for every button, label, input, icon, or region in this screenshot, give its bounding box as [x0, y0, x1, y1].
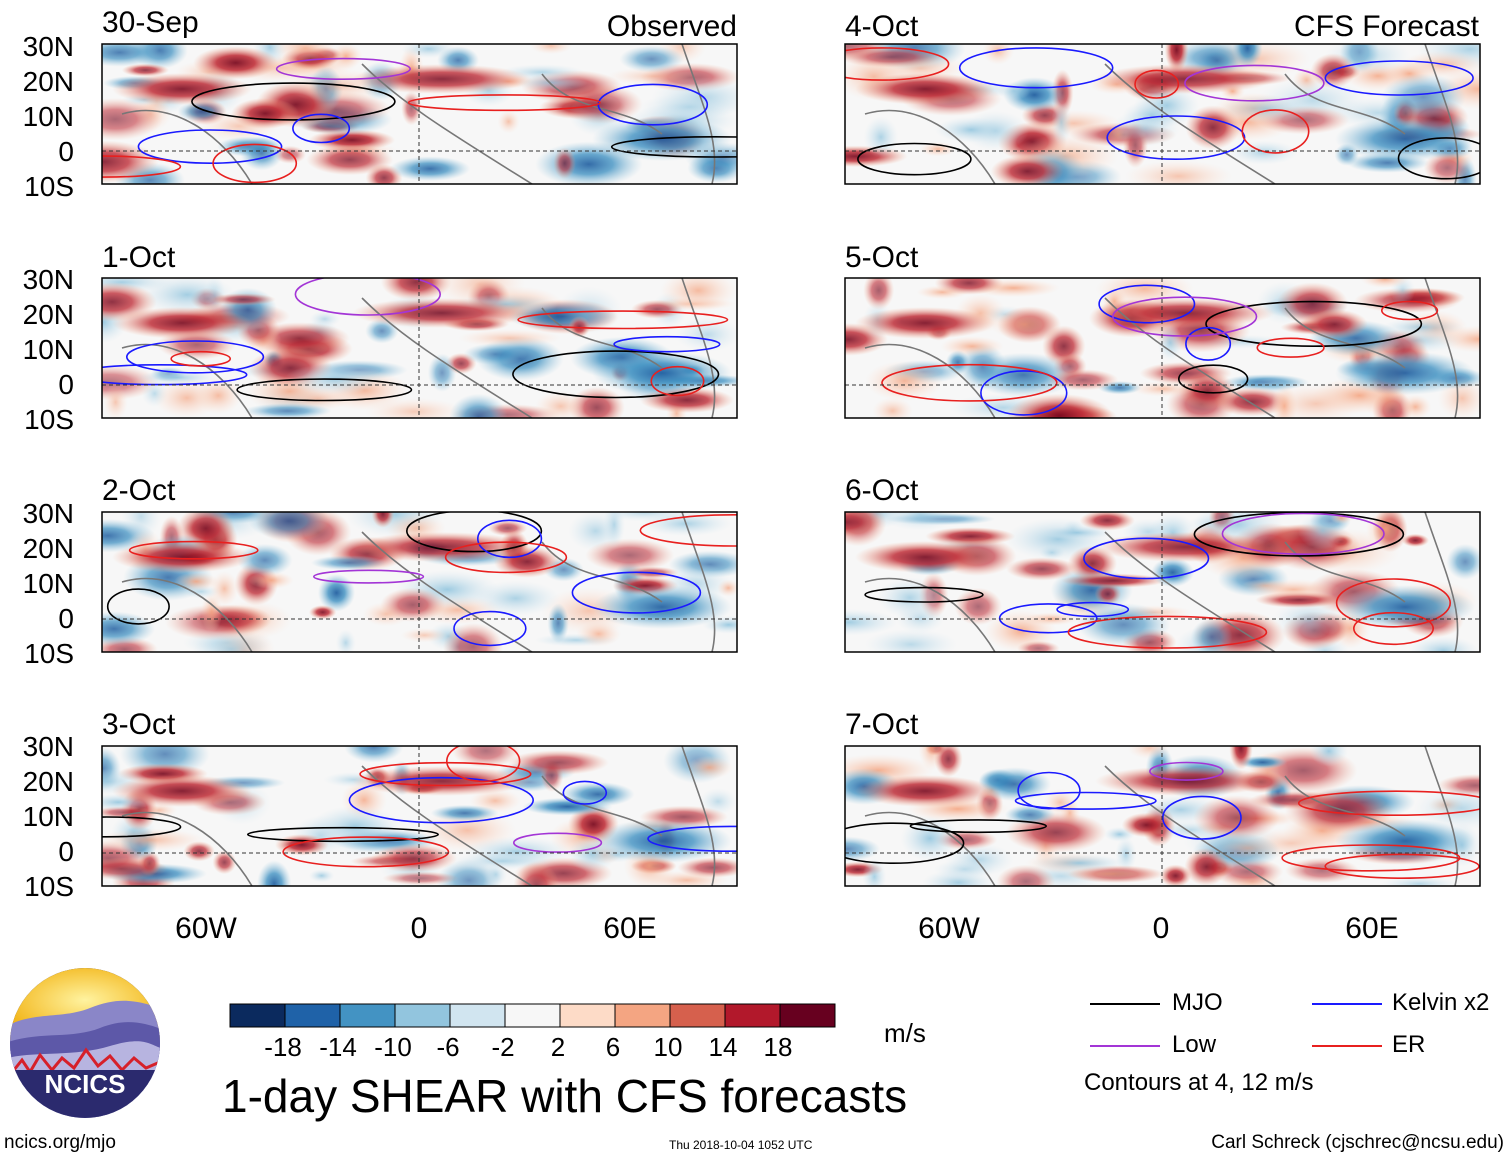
xlabel-60w-right: 60W: [918, 912, 980, 945]
footer-timestamp: Thu 2018-10-04 1052 UTC: [669, 1138, 813, 1152]
panel-label-cfs-forecast: CFS Forecast: [1293, 10, 1479, 43]
ylabel-0: 0: [58, 603, 74, 634]
colorbar-label: -14: [319, 1032, 357, 1062]
ylabel-10s: 10S: [24, 171, 74, 202]
footer-url[interactable]: ncics.org/mjo: [4, 1132, 116, 1153]
ylabel-10n: 10N: [22, 801, 74, 832]
map-panel-8: [844, 745, 1481, 887]
legend-label-low: Low: [1172, 1031, 1217, 1058]
colorbar-swatch: [669, 1003, 726, 1028]
colorbar-swatch: [559, 1003, 616, 1028]
panel-label-observed: Observed: [606, 10, 737, 43]
colorbar-swatch: [394, 1003, 451, 1028]
ylabel-30n: 30N: [22, 264, 74, 295]
panel-date-1: 30-Sep: [102, 6, 199, 39]
footer-author: Carl Schreck (cjschrec@ncsu.edu): [1211, 1132, 1504, 1153]
ylabel-0: 0: [58, 369, 74, 400]
xlabel-60w-left: 60W: [175, 912, 237, 945]
colorbar-unit: m/s: [884, 1018, 926, 1048]
xlabel-60e-right: 60E: [1345, 912, 1399, 945]
colorbar-swatch: [284, 1003, 341, 1028]
panel-date-3: 2-Oct: [102, 474, 176, 507]
colorbar-swatch: [614, 1003, 671, 1028]
colorbar-label: 2: [550, 1032, 566, 1062]
legend-label-kelvin: Kelvin x2: [1392, 989, 1490, 1016]
colorbar-label: -18: [264, 1032, 302, 1062]
ylabel-10n: 10N: [22, 334, 74, 365]
colorbar-label: -2: [491, 1032, 515, 1062]
colorbar-swatch: [229, 1003, 286, 1028]
colorbar-swatch: [504, 1003, 561, 1028]
panel-date-4: 3-Oct: [102, 708, 176, 741]
ylabel-20n: 20N: [22, 533, 74, 564]
ncics-logo: NCICS: [10, 968, 160, 1118]
ylabel-0: 0: [58, 836, 74, 867]
map-panel-5: [844, 43, 1481, 185]
panel-date-5: 4-Oct: [845, 10, 919, 43]
colorbar-label: 18: [763, 1032, 793, 1062]
panel-date-6: 5-Oct: [845, 241, 919, 274]
ylabel-30n: 30N: [22, 498, 74, 529]
legend-label-er: ER: [1392, 1031, 1426, 1058]
xlabel-0-right: 0: [1152, 912, 1170, 945]
panel-date-2: 1-Oct: [102, 241, 176, 274]
legend-note: Contours at 4, 12 m/s: [1084, 1069, 1314, 1096]
map-panel-2: [101, 277, 738, 419]
ylabel-0: 0: [58, 136, 74, 167]
map-panel-3: [101, 511, 738, 653]
colorbar-label: -10: [374, 1032, 412, 1062]
colorbar-swatch: [724, 1003, 781, 1028]
ylabel-30n: 30N: [22, 31, 74, 62]
map-panel-1: [101, 43, 738, 185]
panel-date-7: 6-Oct: [845, 474, 919, 507]
ylabel-20n: 20N: [22, 66, 74, 97]
figure-title: 1-day SHEAR with CFS forecasts: [222, 1070, 908, 1122]
ylabel-10s: 10S: [24, 404, 74, 435]
xlabel-0-left: 0: [410, 912, 428, 945]
map-panel-6: [844, 277, 1481, 419]
colorbar-label: 6: [605, 1032, 621, 1062]
colorbar-label: -6: [436, 1032, 460, 1062]
panel-date-8: 7-Oct: [845, 708, 919, 741]
colorbar-label: 14: [708, 1032, 738, 1062]
colorbar-label: 10: [653, 1032, 683, 1062]
logo-text: NCICS: [45, 1069, 126, 1099]
colorbar-swatch: [449, 1003, 506, 1028]
ylabel-30n: 30N: [22, 731, 74, 762]
map-panel-4: [101, 745, 738, 887]
ylabel-20n: 20N: [22, 299, 74, 330]
ylabel-10s: 10S: [24, 871, 74, 902]
ylabel-10s: 10S: [24, 638, 74, 669]
colorbar-swatch: [339, 1003, 396, 1028]
legend-label-mjo: MJO: [1172, 989, 1223, 1016]
ylabel-10n: 10N: [22, 101, 74, 132]
map-panel-7: [844, 511, 1481, 653]
ylabel-20n: 20N: [22, 766, 74, 797]
ylabel-10n: 10N: [22, 568, 74, 599]
colorbar-swatch: [779, 1003, 836, 1028]
xlabel-60e-left: 60E: [603, 912, 657, 945]
